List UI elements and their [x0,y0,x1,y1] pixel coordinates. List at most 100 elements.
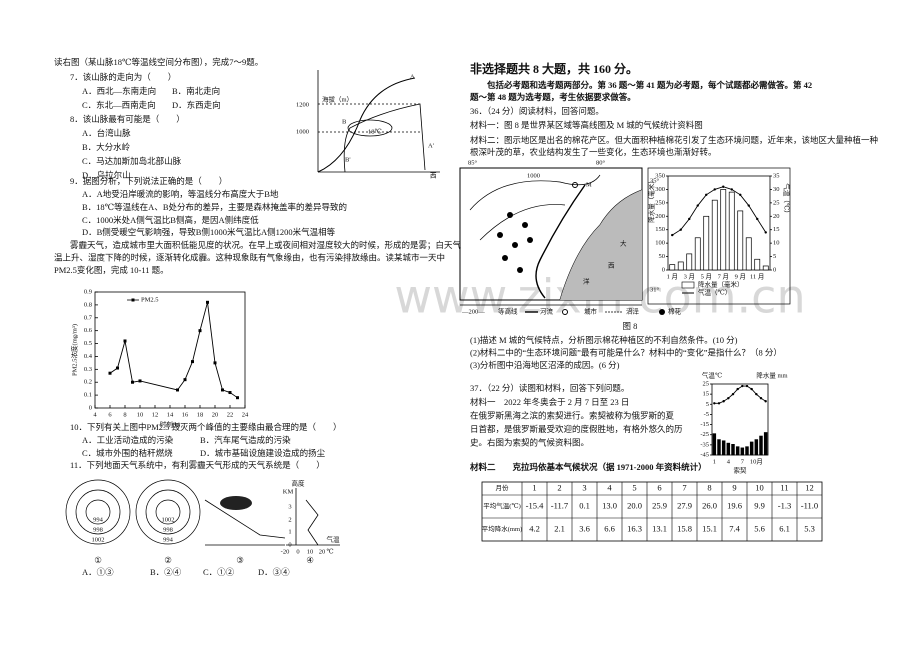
option: B．18℃等温线在A、B处分布的差异，主要是森林掩盖率的差异导致的 [82,202,347,212]
isobar [155,499,181,525]
bar [726,442,731,456]
table-cell: 15.8 [677,523,692,533]
y-tick-label: 50 [659,253,666,260]
y-tick-label: 0.2 [84,379,92,386]
bar [740,447,745,456]
table-frame [481,481,823,542]
y-tick-label: 100 [655,240,665,247]
table-row-header: 平均气温(℃) [483,501,521,510]
city-symbol [572,182,578,188]
table-cell: 25.9 [652,500,667,510]
table-cell: 15.1 [702,523,717,533]
y2-tick-label: 15 [773,226,780,233]
option: C．城市外围的秸秆燃烧 [82,448,173,458]
option: A．A地受沿岸暖流的影响，等温线分布高度大于B地 [82,189,279,199]
option: C．1000米处A侧气温比B侧高，是因A侧纬度低 [82,215,259,225]
option: B．南北走向 [172,86,220,96]
legend-cotton [659,309,665,315]
x-tick-label: 16 [182,411,189,418]
y-axis-label: 气温℃ [702,370,722,379]
cotton-symbol [502,255,508,261]
profile-label: 3 [288,503,291,510]
y-tick-label: 350 [655,172,665,179]
y2-tick-label: 30 [773,186,780,193]
y-tick-label: 150 [655,226,665,233]
data-point [764,231,767,234]
x-tick-label: 4 [93,411,97,418]
x-tick-label: 1 月 [667,272,678,280]
legend-city [562,309,568,315]
y-tick-label: 0.3 [84,366,92,373]
passage-line: PM2.5变化图，完成 10-11 题。 [54,265,169,275]
option: A．西北—东南走向 [82,86,156,96]
passage-line: 雾霾天气，造成城市里大面积低能见度的状况。在早上或夜间相对湿度较大的时候，形成的… [70,240,462,250]
bar [762,265,769,271]
profile-label: 10 [307,548,314,555]
bar [686,253,693,271]
legend-key [681,281,695,289]
x-tick-label: 18 [197,411,204,418]
data-point [727,397,730,400]
table-cell: 7.4 [729,523,740,533]
bar [737,210,744,271]
bar [735,446,740,456]
bar [720,189,727,271]
river [535,184,586,299]
option: D．东西走向 [172,100,221,110]
table-cell: 11 [780,482,788,492]
y-tick-label: 0 [89,404,92,411]
passage-line: 温上升、湿度下降的时候，逐渐转化成霾。这种现象既有气象缘由，也有污染排放缘由。读… [54,252,445,262]
y-tick-label: 0.7 [84,314,93,321]
table-row-header: 平均降水(mm) [482,524,522,533]
figure-number: ① [94,555,102,565]
bar [749,441,754,456]
table-cell: 1 [532,482,536,492]
cotton-symbol [497,232,503,238]
option: B．②④ [150,567,182,577]
bar [712,433,717,456]
material-text: 日首都，是俄罗斯最受欢迎的度假胜地，有格外悠久的历 [470,424,683,434]
option: D．B侧受暖空气影响强，导致B侧1000米气温比A侧1200米气温相等 [82,227,336,237]
data-point [756,217,759,221]
material-text: 材料二 克拉玛依基本气候状况（据 1971-2000 年资料统计） [469,462,707,472]
intro-text: 读右图（某山脉18℃等温线空间分布图），完成7～9题。 [54,57,263,67]
y-tick-label: 250 [655,199,665,206]
x-tick-label: 11 月 [750,272,764,280]
y-tick-label: 25 [703,380,710,387]
data-point [741,384,744,388]
data-point [213,361,217,365]
x-tick-label: 20 [212,411,219,418]
legend-label: 气温（℃） [698,287,731,296]
y-axis-label: 降水量（毫米） [646,177,655,223]
map-label: M [586,181,592,188]
figure-number: ③ [236,555,244,565]
data-point [731,392,735,396]
table-cell: 3.6 [579,523,590,533]
table-cell: 5.3 [804,523,815,533]
table-cell: 19.6 [727,500,742,510]
figure-label: B [342,118,347,125]
option: B．大分水岭 [82,142,131,152]
material-text: 史。右图为索契的气候资料图。 [470,437,589,447]
instruction-line: 题～第 48 题为选考题，考生依据要求做答。 [469,92,636,102]
profile-label: 20 [319,548,326,555]
x-tick-label: 7 月 [718,272,729,280]
table-cell: 6 [657,482,661,492]
data-point [717,402,721,405]
table-cell: 0.1 [579,500,590,510]
isobar-label: 1002 [92,536,105,543]
y-tick-label: 0.6 [84,327,93,334]
figure-label: 1000 [296,128,309,135]
y-tick-label: 5 [706,401,709,408]
data-point [747,204,750,207]
y-tick-label: -5 [704,411,709,418]
data-point [123,339,127,343]
data-point [198,329,202,333]
y2-tick-label: 25 [773,199,780,206]
x-tick-label: 12 [152,411,159,418]
table-cell: 6.1 [779,523,790,533]
profile-label: -20 [281,548,290,555]
data-point [705,193,708,196]
cotton-symbol [522,222,528,228]
